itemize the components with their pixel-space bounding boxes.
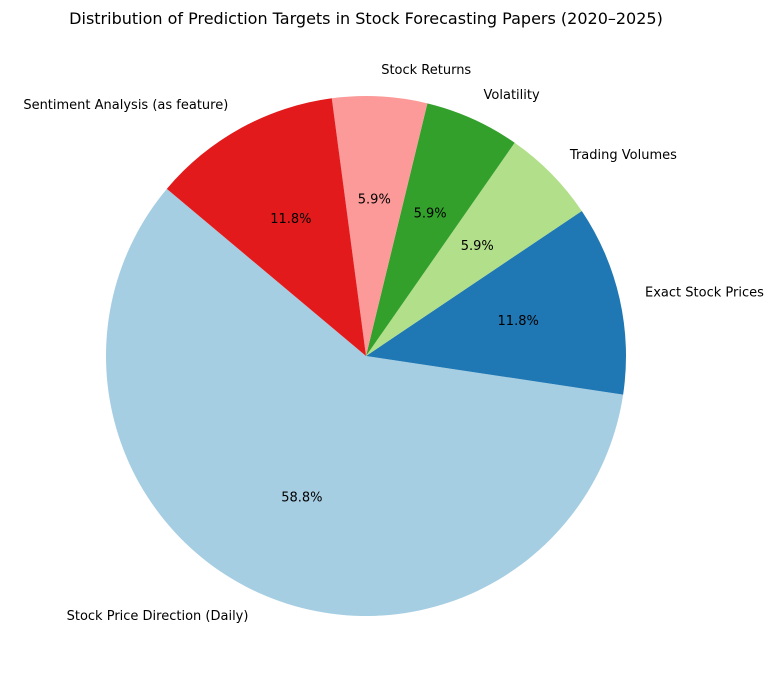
slice-label-volatility: Volatility (484, 88, 540, 103)
pct-label-trading-volumes: 5.9% (461, 239, 494, 254)
pie-slices (106, 96, 626, 616)
pie-labels: Stock Price Direction (Daily) 58.8% Exact … (23, 63, 764, 624)
pie-slice-sentiment-analysis-as-feature (166, 98, 366, 356)
chart-title: Distribution of Prediction Targets in St… (69, 9, 663, 28)
pct-label-sentiment-analysis-as-feature: 11.8% (270, 212, 311, 227)
slice-label-trading-volumes: Trading Volumes (569, 148, 677, 163)
pie-slice-volatility (366, 103, 515, 357)
pie-slice-stock-returns (331, 96, 428, 356)
slice-label-exact-stock-prices: Exact Stock Prices (645, 286, 764, 301)
pie-slice-trading-volumes (366, 142, 582, 356)
pie-slice-exact-stock-prices (366, 210, 626, 395)
pct-label-stock-returns: 5.9% (358, 193, 391, 208)
pct-label-exact-stock-prices: 11.8% (498, 314, 539, 329)
pct-label-volatility: 5.9% (414, 206, 447, 221)
pie-slice-stock-price-direction-daily (106, 188, 624, 616)
slice-label-stock-price-direction-daily: Stock Price Direction (Daily) (67, 609, 249, 624)
pct-label-stock-price-direction-daily: 58.8% (281, 491, 322, 506)
slice-label-stock-returns: Stock Returns (381, 63, 471, 78)
slice-label-sentiment-analysis-as-feature: Sentiment Analysis (as feature) (23, 98, 228, 113)
